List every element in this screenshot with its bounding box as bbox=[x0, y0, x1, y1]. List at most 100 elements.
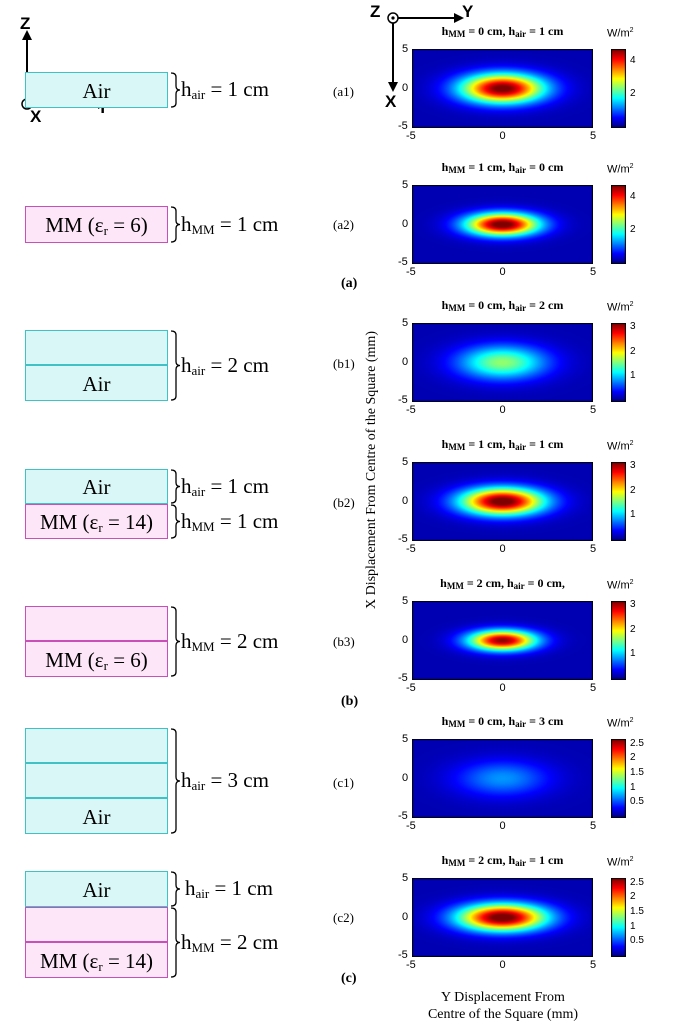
plot-title-b1: hMM = 0 cm, hair = 2 cm bbox=[441, 298, 564, 313]
height-annotation-a1: hair = 1 cm bbox=[181, 77, 269, 102]
colorbar-tick-label: 3 bbox=[630, 459, 636, 471]
colorbar-c2 bbox=[611, 878, 626, 957]
y-tick-label: 0 bbox=[402, 494, 409, 507]
heatmap-c1 bbox=[412, 739, 593, 818]
layer-air-c1-1 bbox=[25, 763, 168, 798]
colorbar-tick-label: 0.5 bbox=[630, 935, 644, 947]
height-annotation-b2-0: hair = 1 cm bbox=[181, 473, 269, 499]
colorbar-b3 bbox=[611, 601, 626, 680]
x-tick-label: -5 bbox=[406, 959, 416, 971]
y-tick-label: 5 bbox=[402, 733, 409, 745]
x-tick-label: -5 bbox=[406, 543, 416, 555]
x-tick-label: 0 bbox=[499, 682, 506, 694]
layer-label: MM (εr = 14) bbox=[39, 948, 154, 974]
x-axis-label: Y Displacement From Centre of the Square… bbox=[398, 990, 608, 1024]
colorbar-tick-label: 1.5 bbox=[630, 906, 644, 918]
layer-mm-b2-1: MM (εr = 14) bbox=[25, 504, 168, 539]
heatmap-b1 bbox=[412, 323, 593, 402]
layer-air-c1-2: Air bbox=[25, 798, 168, 834]
x-tick-label: -5 bbox=[406, 404, 416, 416]
y-tick-label: 5 bbox=[402, 872, 409, 884]
y-tick-label: 5 bbox=[402, 317, 409, 329]
brace-c2-1 bbox=[170, 907, 181, 978]
heatmap-c2 bbox=[412, 878, 593, 957]
plot-title-a2: hMM = 1 cm, hair = 0 cm bbox=[441, 160, 564, 175]
y-tick-label: -5 bbox=[398, 672, 408, 684]
layer-mm-b3-1: MM (εr = 6) bbox=[25, 641, 168, 677]
plot-title-b2: hMM = 1 cm, hair = 1 cm bbox=[441, 437, 564, 452]
plot-title-b3: hMM = 2 cm, hair = 0 cm, bbox=[440, 576, 565, 591]
heatmap-a2 bbox=[412, 185, 593, 264]
right-axis-y-label: Y bbox=[462, 2, 474, 21]
layer-air-b1-1: Air bbox=[25, 365, 168, 401]
right-axis-z-label: Z bbox=[370, 2, 381, 21]
colorbar-tick-label: 3 bbox=[630, 598, 636, 610]
right-axis-x-label: X bbox=[385, 92, 397, 111]
layer-label: MM (εr = 14) bbox=[39, 510, 154, 535]
panel-label-b2: (b2) bbox=[333, 495, 355, 510]
colorbar-unit-a1: W/m2 bbox=[607, 27, 634, 40]
colorbar-tick-label: 2 bbox=[630, 345, 636, 357]
colorbar-tick-label: 1 bbox=[630, 920, 636, 932]
x-tick-label: -5 bbox=[406, 266, 416, 278]
colorbar-b1 bbox=[611, 323, 626, 402]
layer-mm-c2-2: MM (εr = 14) bbox=[25, 942, 168, 978]
heatmap-a1 bbox=[412, 49, 593, 128]
layer-label: Air bbox=[82, 804, 111, 829]
colorbar-tick-label: 4 bbox=[630, 55, 636, 67]
layer-label: Air bbox=[82, 877, 111, 902]
layer-label: Air bbox=[82, 475, 111, 499]
colorbar-tick-label: 1 bbox=[630, 370, 636, 382]
panel-label-b1: (b1) bbox=[333, 356, 355, 371]
colorbar-tick-label: 2 bbox=[630, 752, 636, 764]
layer-label: Air bbox=[82, 78, 111, 103]
brace-b2-0 bbox=[170, 469, 181, 504]
height-annotation-c2-0: hair = 1 cm bbox=[185, 876, 273, 901]
x-tick-label: 0 bbox=[499, 130, 506, 142]
x-axis-label-line2: Centre of the Square (mm) bbox=[427, 1006, 579, 1022]
height-annotation-b3: hMM = 2 cm bbox=[181, 628, 279, 654]
x-tick-label: 5 bbox=[590, 130, 597, 142]
layer-label: Air bbox=[82, 371, 111, 396]
y-tick-label: 5 bbox=[402, 43, 409, 55]
plot-title-a1: hMM = 0 cm, hair = 1 cm bbox=[441, 24, 564, 39]
colorbar-a2 bbox=[611, 185, 626, 264]
colorbar-tick-label: 2 bbox=[630, 484, 636, 496]
y-tick-label: 0 bbox=[402, 910, 409, 923]
colorbar-tick-label: 2 bbox=[630, 224, 636, 236]
layer-label: MM (εr = 6) bbox=[45, 213, 148, 238]
colorbar-tick-label: 1 bbox=[630, 648, 636, 660]
brace-c1 bbox=[170, 728, 181, 834]
y-tick-label: 0 bbox=[402, 633, 409, 646]
height-annotation-b1: hair = 2 cm bbox=[181, 352, 269, 378]
y-tick-label: 0 bbox=[402, 771, 409, 784]
heatmap-b3 bbox=[412, 601, 593, 680]
y-tick-label: -5 bbox=[398, 533, 408, 545]
x-tick-label: 5 bbox=[590, 543, 597, 555]
group-label-a: (a) bbox=[341, 276, 358, 291]
x-tick-label: 5 bbox=[590, 959, 597, 971]
colorbar-tick-label: 1 bbox=[630, 509, 636, 521]
colorbar-unit-b2: W/m2 bbox=[607, 440, 634, 453]
x-tick-label: 0 bbox=[499, 820, 506, 832]
height-annotation-b2-1: hMM = 1 cm bbox=[181, 508, 279, 534]
brace-b1 bbox=[170, 330, 181, 401]
brace-c2-0 bbox=[170, 871, 181, 907]
x-tick-label: 0 bbox=[499, 543, 506, 555]
group-label-b: (b) bbox=[341, 694, 359, 709]
layer-mm-c2-1 bbox=[25, 907, 168, 942]
colorbar-tick-label: 2 bbox=[630, 891, 636, 903]
colorbar-tick-label: 2 bbox=[630, 623, 636, 635]
height-annotation-c1: hair = 3 cm bbox=[181, 768, 269, 793]
y-tick-label: 5 bbox=[402, 595, 409, 607]
y-tick-label: -5 bbox=[398, 394, 408, 406]
layer-air-b2-0: Air bbox=[25, 469, 168, 504]
colorbar-tick-label: 0.5 bbox=[630, 796, 644, 808]
colorbar-a1 bbox=[611, 49, 626, 128]
panel-label-a2: (a2) bbox=[333, 217, 354, 232]
colorbar-unit-b3: W/m2 bbox=[607, 579, 634, 592]
x-tick-label: 5 bbox=[590, 404, 597, 416]
brace-a2 bbox=[170, 206, 181, 243]
x-tick-label: 5 bbox=[590, 682, 597, 694]
colorbar-unit-c1: W/m2 bbox=[607, 717, 634, 730]
